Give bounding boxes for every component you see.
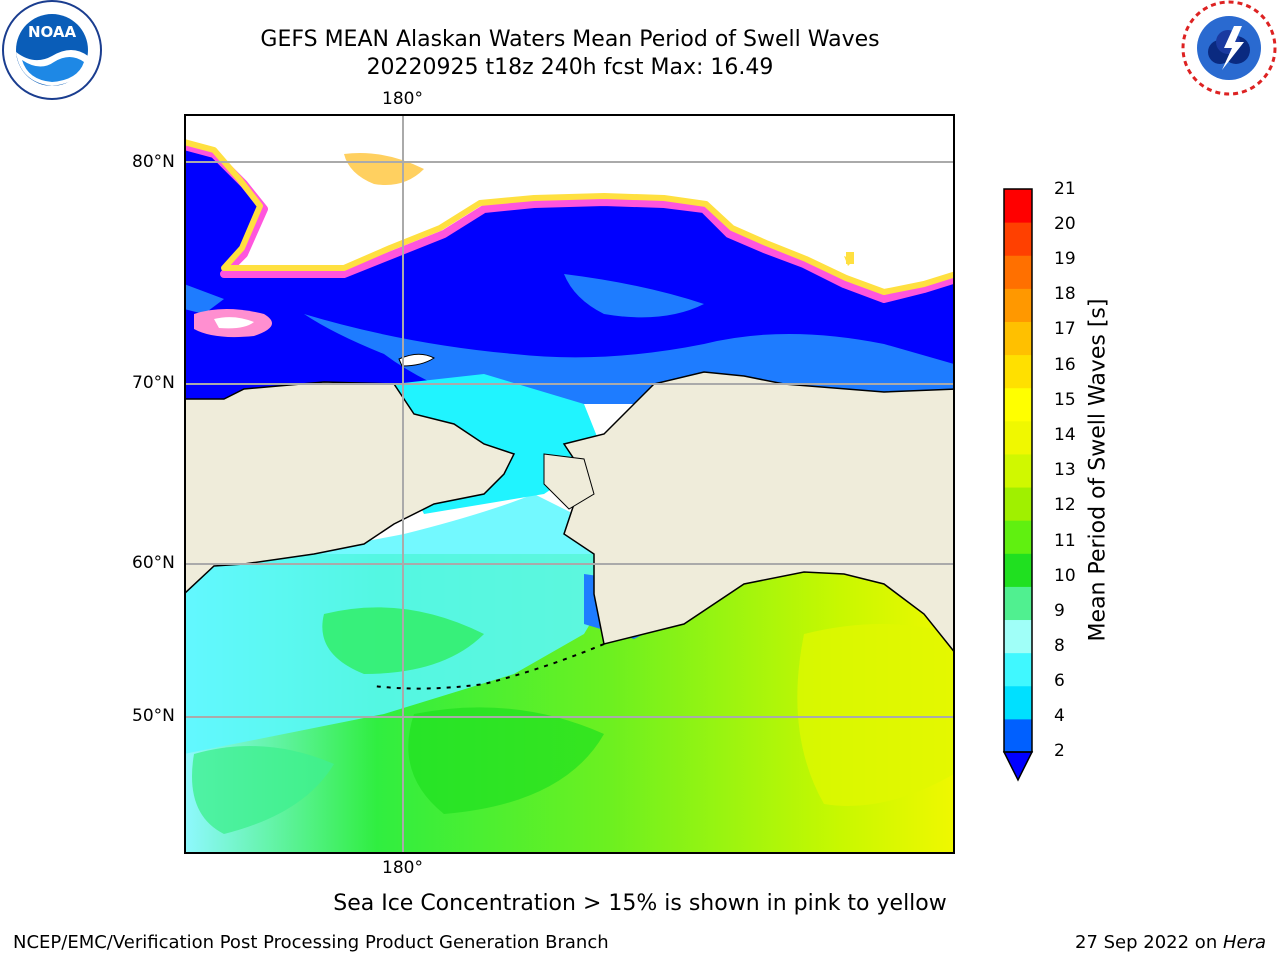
colorbar-segment bbox=[1004, 255, 1032, 289]
colorbar-tick: 6 bbox=[1054, 671, 1065, 691]
colorbar-tick: 12 bbox=[1054, 495, 1076, 515]
wrangel-island bbox=[398, 353, 435, 367]
bering-patch bbox=[192, 746, 334, 834]
colorbar-segment bbox=[1004, 222, 1032, 256]
lat-label-80: 80°N bbox=[132, 152, 175, 172]
sea-ice-caption: Sea Ice Concentration > 15% is shown in … bbox=[0, 891, 1280, 916]
colorbar-segment bbox=[1004, 586, 1032, 621]
colorbar-segment bbox=[1004, 420, 1032, 455]
colorbar-tick: 14 bbox=[1054, 425, 1076, 445]
colorbar-tick: 9 bbox=[1054, 601, 1065, 621]
caption-text: Sea Ice Concentration > 15% is shown in … bbox=[333, 891, 947, 916]
nws-logo bbox=[1181, 0, 1277, 96]
colorbar-tick: 2 bbox=[1054, 741, 1065, 761]
colorbar-tick: 8 bbox=[1054, 636, 1065, 656]
pacific-patch bbox=[408, 707, 604, 814]
colorbar-segment bbox=[1004, 387, 1032, 422]
colorbar-segment bbox=[1004, 354, 1032, 389]
footer-date-text: 27 Sep 2022 on bbox=[1075, 932, 1223, 953]
colorbar-tick: 18 bbox=[1054, 284, 1076, 304]
map-panel bbox=[184, 114, 955, 854]
footer-date: 27 Sep 2022 on Hera bbox=[1075, 932, 1266, 953]
colorbar-tick: 17 bbox=[1054, 319, 1076, 339]
colorbar-tick: 13 bbox=[1054, 460, 1076, 480]
colorbar-segment bbox=[1004, 652, 1032, 687]
colorbar-tick: 16 bbox=[1054, 355, 1076, 375]
colorbar bbox=[1002, 188, 1034, 782]
colorbar-tick: 19 bbox=[1054, 249, 1076, 269]
ice-edge bbox=[185, 139, 954, 295]
colorbar-segment bbox=[1004, 288, 1032, 322]
colorbar-label: Mean Period of Swell Waves [s] bbox=[1085, 298, 1111, 642]
ice-floe bbox=[214, 317, 254, 329]
lat-label-50: 50°N bbox=[132, 706, 175, 726]
colorbar-segment bbox=[1004, 189, 1032, 223]
arctic-patch bbox=[185, 284, 224, 314]
colorbar-segment bbox=[1004, 553, 1032, 587]
arctic-patch bbox=[564, 274, 704, 318]
lat-label-60: 60°N bbox=[132, 553, 175, 573]
aleutian-islands bbox=[373, 643, 605, 690]
colorbar-segment bbox=[1004, 520, 1032, 554]
colorbar-tick: 15 bbox=[1054, 390, 1076, 410]
ice-edge bbox=[185, 142, 954, 303]
colorbar-segment bbox=[1004, 685, 1032, 720]
footer-credit: NCEP/EMC/Verification Post Processing Pr… bbox=[13, 932, 609, 953]
colorbar-tick: 21 bbox=[1054, 179, 1076, 199]
pacific-patch bbox=[797, 624, 954, 806]
colorbar-tick: 20 bbox=[1054, 214, 1076, 234]
footer-host: Hera bbox=[1222, 932, 1266, 953]
noaa-logo: NOAA bbox=[2, 0, 102, 100]
colorbar-segment bbox=[1004, 487, 1032, 521]
noaa-logo-text: NOAA bbox=[28, 23, 77, 41]
lon-label-top: 180° bbox=[382, 89, 423, 109]
colorbar-tick: 10 bbox=[1054, 566, 1076, 586]
colorbar-segment bbox=[1004, 619, 1032, 654]
chart-title: GEFS MEAN Alaskan Waters Mean Period of … bbox=[260, 27, 880, 52]
colorbar-extend-arrow bbox=[1002, 751, 1034, 782]
colorbar-segment bbox=[1004, 453, 1032, 488]
chart-subtitle: 20220925 t18z 240h fcst Max: 16.49 bbox=[366, 55, 774, 80]
colorbar-segment bbox=[1004, 718, 1032, 753]
lon-label-bottom: 180° bbox=[382, 858, 423, 878]
colorbar-tick: 4 bbox=[1054, 706, 1065, 726]
land-seward bbox=[543, 453, 595, 510]
lat-label-70: 70°N bbox=[132, 373, 175, 393]
colorbar-tick: 11 bbox=[1054, 531, 1076, 551]
colorbar-segment bbox=[1004, 321, 1032, 356]
